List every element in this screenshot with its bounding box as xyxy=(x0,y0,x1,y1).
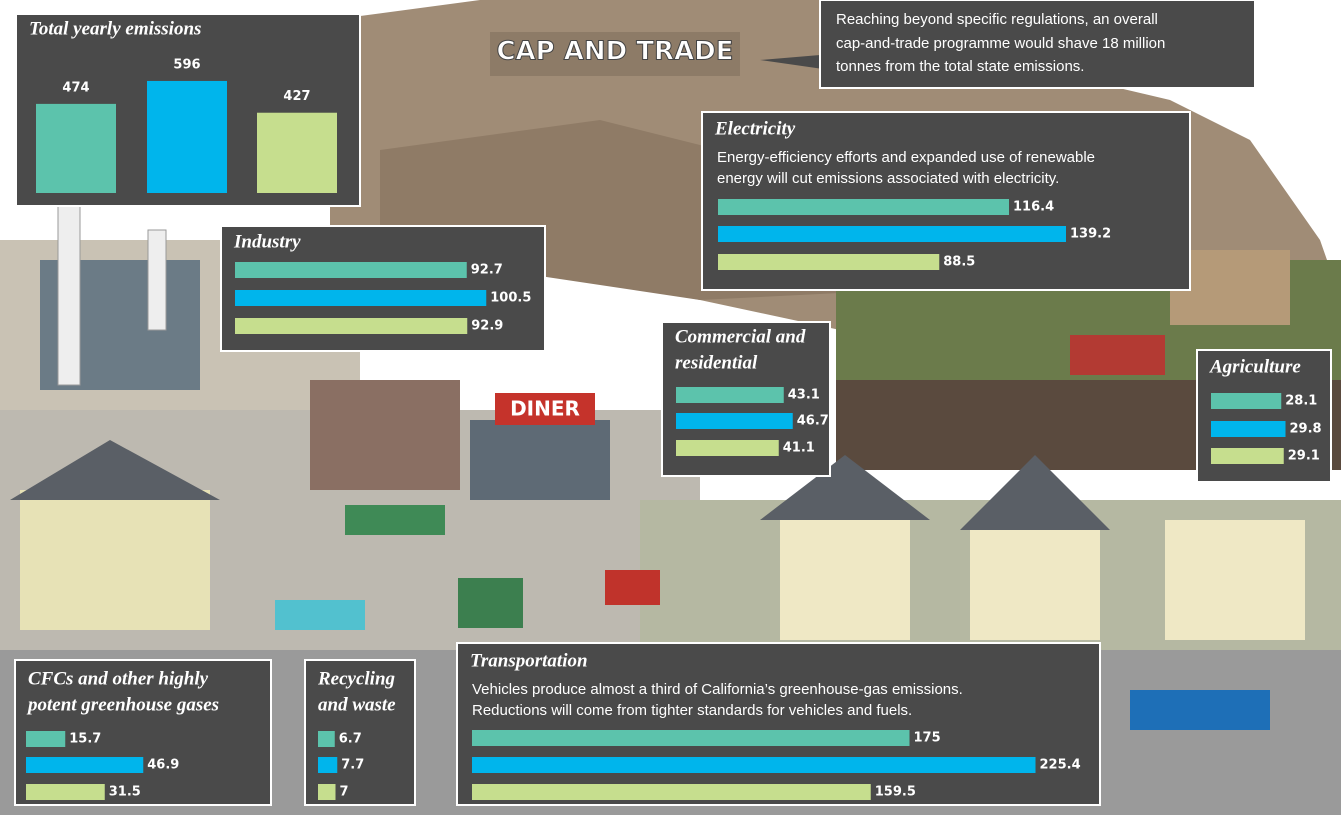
panel-title: Industry xyxy=(233,231,301,252)
house xyxy=(20,490,210,630)
annotation-line: cap-and-trade programme would shave 18 m… xyxy=(836,35,1165,52)
value-label: 29.1 xyxy=(1288,449,1320,464)
bar xyxy=(318,757,337,773)
bar xyxy=(1211,448,1284,464)
panel-description: Vehicles produce almost a third of Calif… xyxy=(472,681,963,698)
annotation: Reaching beyond specific regulations, an… xyxy=(760,0,1255,88)
annotation-line: Reaching beyond specific regulations, an… xyxy=(836,11,1158,28)
bar xyxy=(235,290,486,306)
bar xyxy=(676,440,779,456)
car xyxy=(345,505,445,535)
value-label: 43.1 xyxy=(788,388,820,403)
value-label: 175 xyxy=(914,731,941,746)
panel: Total yearly emissions 474 596 427 xyxy=(16,14,360,206)
value-label: 139.2 xyxy=(1070,227,1111,242)
shop xyxy=(310,380,460,490)
panel-description: Reductions will come from tighter standa… xyxy=(472,702,912,719)
panel-title: Transportation xyxy=(470,650,588,671)
panel-title: potent greenhouse gases xyxy=(26,694,219,715)
bar xyxy=(718,254,939,270)
panel-title: Recycling xyxy=(317,668,395,689)
infographic: DINER CAP AND TRADE Reaching beyond spec… xyxy=(0,0,1341,815)
diner-label: DINER xyxy=(510,397,580,421)
value-label: 31.5 xyxy=(109,785,141,800)
value-label: 46.9 xyxy=(147,758,179,773)
smokestack xyxy=(148,230,166,330)
bar xyxy=(36,104,116,193)
value-label: 7 xyxy=(340,785,349,800)
panel-title: CFCs and other highly xyxy=(28,668,209,689)
sign-label: CAP AND TRADE xyxy=(496,37,733,67)
bar xyxy=(1211,421,1286,437)
panel: Recycling and waste 6.7 7.7 7 xyxy=(305,660,415,805)
bar xyxy=(318,784,336,800)
house xyxy=(970,520,1100,640)
smokestack xyxy=(58,190,80,385)
annotation-line: tonnes from the total state emissions. xyxy=(836,58,1084,75)
value-label: 29.8 xyxy=(1290,422,1322,437)
value-label: 88.5 xyxy=(943,255,975,270)
panel-title: Agriculture xyxy=(1209,356,1301,377)
panel: CFCs and other highly potent greenhouse g… xyxy=(15,660,271,805)
value-label: 474 xyxy=(62,80,89,95)
value-label: 159.5 xyxy=(875,785,916,800)
value-label: 28.1 xyxy=(1285,394,1317,409)
house xyxy=(780,510,910,640)
bar xyxy=(1211,393,1281,409)
panel-description: energy will cut emissions associated wit… xyxy=(717,170,1059,187)
car xyxy=(1130,690,1270,730)
panel: Transportation Vehicles produce almost a … xyxy=(457,643,1100,805)
panel-title: Electricity xyxy=(714,118,796,139)
bar xyxy=(147,81,227,193)
value-label: 46.7 xyxy=(797,414,829,429)
bar xyxy=(235,262,467,278)
car xyxy=(275,600,365,630)
panel-title: residential xyxy=(675,352,758,373)
bar xyxy=(26,731,65,747)
bar xyxy=(676,413,793,429)
panel: Commercial and residential 43.1 46.7 41.1 xyxy=(662,322,830,476)
panel: Agriculture 28.1 29.8 29.1 xyxy=(1197,350,1331,482)
value-label: 116.4 xyxy=(1013,200,1054,215)
value-label: 7.7 xyxy=(341,758,364,773)
value-label: 6.7 xyxy=(339,732,362,747)
panel-title: and waste xyxy=(318,694,396,715)
value-label: 427 xyxy=(283,89,310,104)
bar xyxy=(718,199,1009,215)
value-label: 92.9 xyxy=(471,319,503,334)
value-label: 225.4 xyxy=(1040,758,1081,773)
bar xyxy=(718,226,1066,242)
bar xyxy=(26,757,143,773)
value-label: 41.1 xyxy=(783,441,815,456)
house xyxy=(1165,520,1305,640)
dumpster xyxy=(458,578,523,628)
bar xyxy=(676,387,784,403)
panel-description: Energy-efficiency efforts and expanded u… xyxy=(717,149,1095,166)
panel-title: Total yearly emissions xyxy=(29,18,201,39)
panel: Industry 92.7 100.5 92.9 xyxy=(221,226,545,351)
bar xyxy=(235,318,467,334)
value-label: 15.7 xyxy=(69,732,101,747)
car xyxy=(605,570,660,605)
panel: Electricity Energy-efficiency efforts and… xyxy=(702,112,1190,290)
value-label: 100.5 xyxy=(490,291,531,306)
tractor xyxy=(1070,335,1165,375)
bar xyxy=(257,113,337,193)
value-label: 92.7 xyxy=(471,263,503,278)
bar xyxy=(472,730,910,746)
panel-title: Commercial and xyxy=(675,326,806,347)
bar xyxy=(26,784,105,800)
value-label: 596 xyxy=(173,57,200,72)
bar xyxy=(472,757,1036,773)
diner xyxy=(470,420,610,500)
bar xyxy=(318,731,335,747)
bar xyxy=(472,784,871,800)
